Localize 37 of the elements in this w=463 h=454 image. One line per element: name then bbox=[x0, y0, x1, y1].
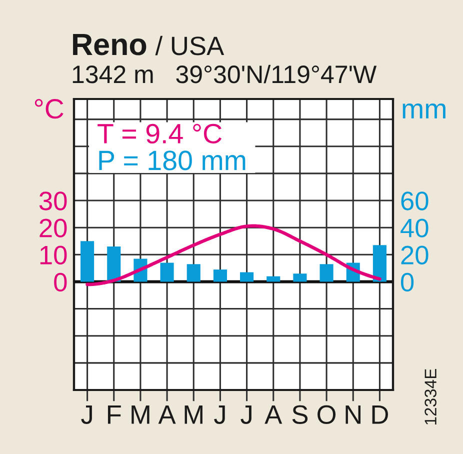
bar bbox=[107, 246, 121, 282]
x-tick-label: S bbox=[292, 405, 308, 424]
x-tick-label: F bbox=[108, 406, 121, 424]
x-tick-label: M bbox=[132, 406, 150, 424]
bar bbox=[80, 241, 94, 282]
x-tick-label: O bbox=[318, 405, 336, 424]
text: 12334E bbox=[424, 368, 436, 424]
bar bbox=[240, 272, 254, 282]
bar bbox=[372, 245, 386, 282]
x-tick-label: J bbox=[81, 406, 92, 424]
x-tick-label: J bbox=[214, 406, 225, 424]
x-tick-label: A bbox=[158, 406, 176, 424]
y2-tick-label: 20 bbox=[401, 246, 428, 264]
chart-subtitle: 1342 m 39°30'N/119°47'W bbox=[72, 64, 377, 84]
y2-tick-label: 60 bbox=[401, 192, 428, 210]
y-tick-label: 30 bbox=[39, 192, 67, 210]
bar bbox=[213, 270, 227, 282]
annotation: T = 9.4 °C bbox=[98, 124, 222, 144]
y2-tick-label: 0 bbox=[400, 272, 414, 292]
bar bbox=[293, 274, 307, 282]
bar bbox=[320, 264, 334, 282]
y-axis-title: °C bbox=[34, 99, 64, 119]
x-tick-label: A bbox=[264, 406, 282, 424]
annotation: P = 180 mm bbox=[99, 150, 246, 170]
x-tick-label: N bbox=[346, 406, 360, 424]
y-tick-label: 10 bbox=[40, 246, 67, 264]
y2-tick-label: 40 bbox=[400, 218, 428, 238]
bar bbox=[160, 262, 174, 282]
bar bbox=[266, 276, 280, 282]
y-tick-label: 20 bbox=[40, 218, 67, 238]
bar bbox=[186, 264, 200, 282]
chart-title: Reno / USA bbox=[73, 34, 224, 56]
y2-axis-title: mm bbox=[402, 103, 446, 118]
y-tick-label: 0 bbox=[54, 272, 67, 292]
x-tick-label: J bbox=[240, 406, 252, 424]
x-tick-label: M bbox=[184, 406, 202, 424]
x-tick-label: D bbox=[372, 406, 388, 424]
